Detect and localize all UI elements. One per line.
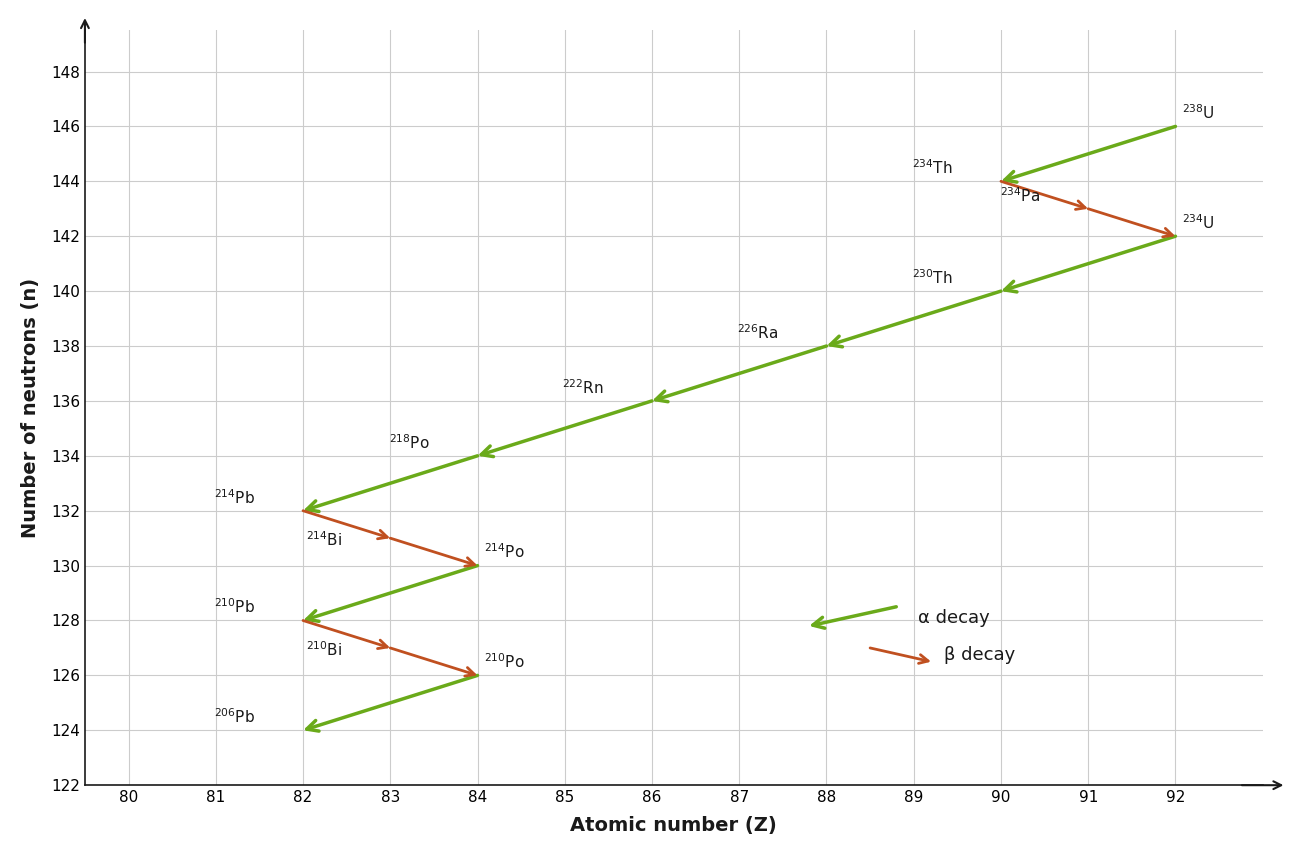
- Text: $^{230}$Th: $^{230}$Th: [913, 268, 953, 287]
- Text: α decay: α decay: [918, 609, 989, 627]
- Text: $^{222}$Rn: $^{222}$Rn: [562, 378, 605, 397]
- Text: $^{214}$Po: $^{214}$Po: [484, 543, 524, 562]
- Text: $^{238}$U: $^{238}$U: [1182, 104, 1214, 122]
- Text: $^{214}$Bi: $^{214}$Bi: [306, 531, 342, 550]
- Text: $^{234}$Pa: $^{234}$Pa: [1000, 186, 1040, 205]
- Text: $^{210}$Bi: $^{210}$Bi: [306, 640, 342, 659]
- Text: $^{214}$Pb: $^{214}$Pb: [214, 488, 255, 507]
- Text: $^{206}$Pb: $^{206}$Pb: [214, 707, 255, 726]
- Text: $^{226}$Ra: $^{226}$Ra: [737, 324, 779, 342]
- Text: $^{210}$Pb: $^{210}$Pb: [214, 597, 255, 616]
- Text: β decay: β decay: [944, 645, 1015, 663]
- Text: $^{234}$Th: $^{234}$Th: [913, 158, 953, 177]
- Text: $^{234}$U: $^{234}$U: [1182, 213, 1214, 232]
- Text: $^{210}$Po: $^{210}$Po: [484, 652, 524, 671]
- X-axis label: Atomic number (Z): Atomic number (Z): [571, 816, 777, 835]
- Y-axis label: Number of neutrons (n): Number of neutrons (n): [21, 277, 40, 538]
- Text: $^{218}$Po: $^{218}$Po: [389, 433, 429, 452]
